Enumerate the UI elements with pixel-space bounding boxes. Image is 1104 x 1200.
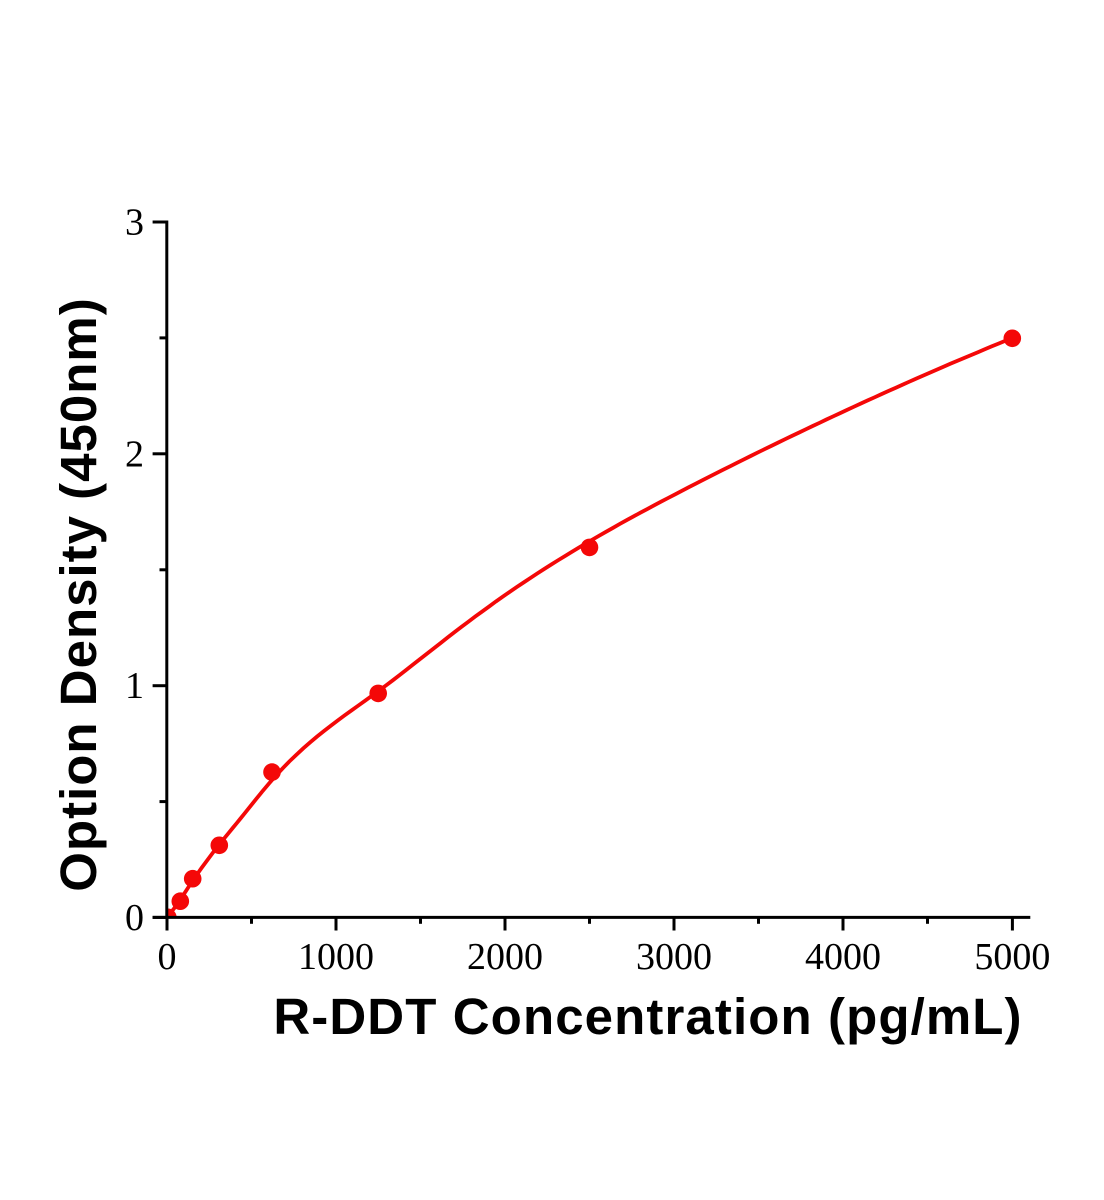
svg-text:1000: 1000 bbox=[298, 936, 374, 978]
svg-text:2: 2 bbox=[125, 433, 144, 475]
svg-text:3: 3 bbox=[125, 202, 144, 244]
svg-text:4000: 4000 bbox=[805, 936, 881, 978]
svg-text:0: 0 bbox=[125, 897, 144, 939]
svg-text:Option Density (450nm): Option Density (450nm) bbox=[50, 297, 107, 891]
svg-text:5000: 5000 bbox=[974, 936, 1050, 978]
svg-text:2000: 2000 bbox=[467, 936, 543, 978]
svg-text:R-DDT Concentration (pg/mL): R-DDT Concentration (pg/mL) bbox=[273, 988, 1022, 1045]
svg-text:3000: 3000 bbox=[636, 936, 712, 978]
svg-text:1: 1 bbox=[125, 665, 144, 707]
svg-text:0: 0 bbox=[158, 936, 177, 978]
